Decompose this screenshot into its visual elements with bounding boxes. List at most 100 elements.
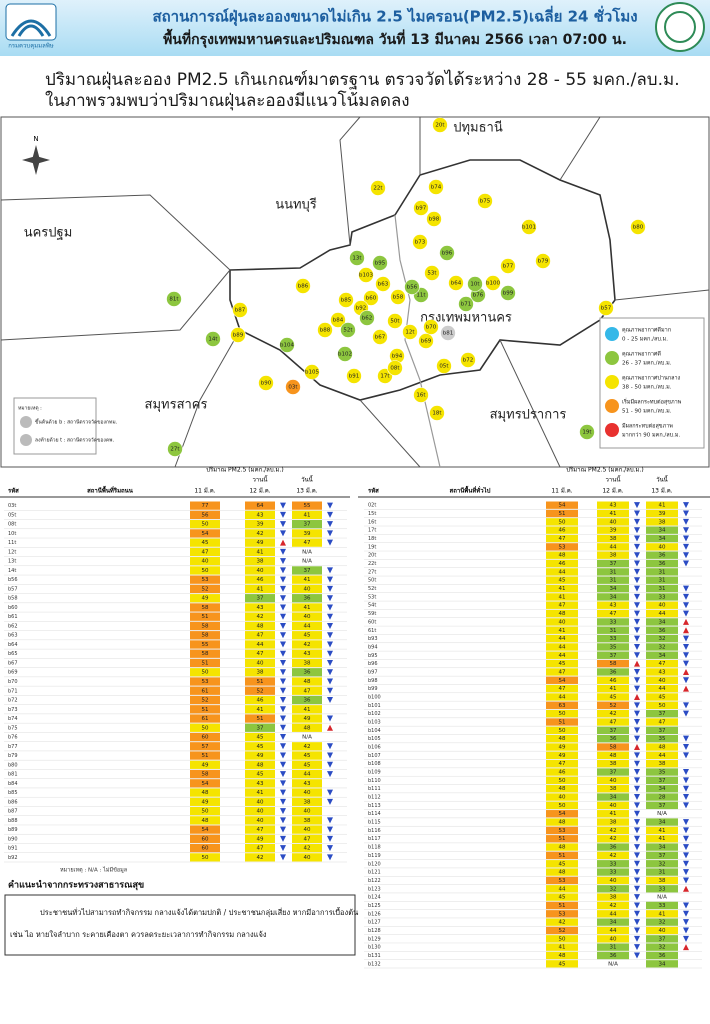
trend-up: [683, 627, 689, 634]
value-cell: [646, 651, 678, 659]
value-cell: [597, 601, 629, 609]
value-text: 32: [610, 886, 617, 892]
value-text: 33: [659, 903, 666, 909]
value-text: 45: [559, 661, 566, 667]
value-cell: [646, 776, 678, 785]
trend-down: [280, 761, 286, 768]
value-cell: [245, 658, 275, 668]
station-marker: [477, 193, 493, 209]
value-text: 37: [659, 936, 666, 942]
value-text: 43: [610, 603, 617, 609]
trend-down: [634, 860, 640, 867]
value-cell: [646, 935, 678, 943]
value-text: 41: [559, 628, 566, 634]
value-cell: [597, 718, 629, 726]
value-text: 44: [559, 644, 566, 650]
value-text: 55: [304, 503, 311, 509]
station-marker: [338, 292, 354, 308]
value-cell: [597, 943, 629, 951]
value-cell: [597, 618, 629, 626]
trend-down: [280, 511, 286, 518]
station-marker: [413, 200, 429, 216]
value-text: 48: [559, 736, 566, 742]
trend-down: [280, 678, 286, 685]
station-code: b60: [366, 296, 377, 302]
value-cell: [245, 612, 275, 621]
value-text: 47: [659, 661, 666, 667]
value-cell: [292, 843, 322, 853]
col-header: 13 มี.ค.: [651, 487, 672, 495]
trend-down: [634, 610, 640, 617]
station-code: b79: [538, 259, 549, 265]
value-cell: [546, 918, 578, 926]
trend-down: [280, 817, 286, 824]
trend-down: [280, 595, 286, 602]
value-text: 54: [559, 678, 566, 684]
trend-down: [683, 518, 689, 525]
value-cell: [546, 893, 578, 901]
station-code: b95: [375, 261, 386, 267]
trend-down: [634, 568, 640, 575]
station-code: b94: [368, 644, 378, 650]
trend-down: [634, 668, 640, 675]
value-text: 36: [659, 553, 666, 559]
value-text: 55: [202, 642, 209, 648]
value-cell: [292, 584, 322, 594]
trend-down: [634, 810, 640, 817]
value-cell: [190, 538, 220, 547]
value-cell: [597, 785, 629, 793]
value-text: 44: [257, 642, 264, 648]
trend-down: [683, 585, 689, 592]
value-cell: [646, 593, 678, 601]
value-cell: [245, 825, 275, 834]
value-text: 34: [659, 528, 666, 534]
station-marker: [387, 313, 403, 329]
trend-down: [634, 877, 640, 884]
value-text: 33: [610, 636, 617, 642]
value-text: 46: [559, 528, 566, 534]
value-cell: [546, 835, 578, 843]
value-text: 31: [659, 569, 666, 575]
col-header: วานนี้: [253, 474, 269, 484]
value-cell: [597, 951, 629, 960]
trend-down: [634, 552, 640, 559]
value-cell: [292, 603, 322, 612]
station-code: b75: [8, 725, 18, 731]
value-text: 48: [610, 753, 617, 759]
station-code: 54t: [368, 603, 376, 609]
value-text: 38: [659, 519, 666, 525]
value-text: 37: [610, 728, 617, 734]
value-text: 45: [559, 961, 566, 967]
value-cell: [292, 769, 322, 779]
value-text: 53: [559, 878, 566, 884]
value-cell: [292, 760, 322, 769]
value-text: 40: [257, 660, 264, 666]
value-cell: [190, 566, 220, 575]
legend-label: เริ่มมีผลกระทบต่อสุขภาพ: [622, 398, 682, 406]
value-cell: [292, 566, 322, 575]
trend-down: [683, 935, 689, 942]
value-text: 36: [610, 669, 617, 675]
value-text: 42: [610, 711, 617, 717]
value-cell: [245, 557, 275, 566]
value-text: 36: [304, 596, 311, 602]
value-cell: [597, 918, 629, 926]
value-cell: [597, 776, 629, 785]
value-text: 43: [257, 512, 264, 518]
col-header: 11 มี.ค.: [551, 487, 572, 495]
trend-down: [683, 535, 689, 542]
station-code: 20t: [435, 123, 445, 129]
trend-up: [634, 660, 640, 667]
value-cell: [646, 676, 678, 684]
value-cell: [292, 723, 322, 732]
value-cell: [245, 529, 275, 538]
value-text: 41: [559, 594, 566, 600]
trend-down: [683, 702, 689, 709]
legend-swatch: [605, 327, 619, 341]
value-cell: [190, 529, 220, 538]
trend-down: [327, 622, 333, 629]
value-cell: [546, 760, 578, 768]
value-cell: [597, 960, 629, 968]
station-code: 18t: [432, 411, 442, 417]
trend-down: [634, 577, 640, 584]
